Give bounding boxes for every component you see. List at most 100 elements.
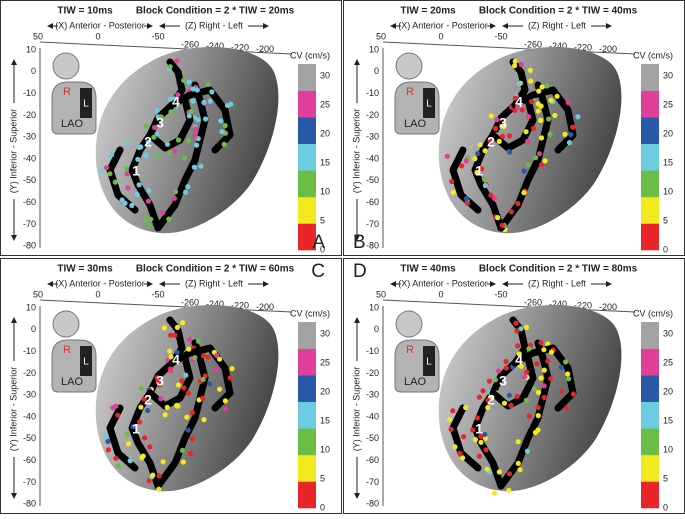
top-axis [382,299,636,313]
cv-dot [508,209,514,215]
colorbar-segment [298,348,316,376]
colorbar-title: CV (cm/s) [290,308,330,318]
tiw-label: TIW = 20ms [400,6,456,17]
colorbar-tick: 30 [320,328,330,338]
cv-dot [168,354,174,360]
cv-dot [499,222,505,228]
x-tick-label: 0 [438,31,443,41]
cv-dot [201,353,207,359]
cv-dot [518,326,524,332]
cv-dot [112,179,118,185]
cv-dot [175,137,182,143]
colorbar-tick: 10 [320,444,330,454]
colorbar-segment [641,143,659,171]
icon-left: L [83,357,89,368]
cv-dot [180,459,186,465]
colorbar-segment [298,223,316,251]
cv-dot [146,222,152,229]
cv-dot [463,158,469,164]
colorbar-segment [641,322,659,349]
heart-shell [438,305,622,492]
cv-dot [526,346,532,352]
cv-dot [179,378,185,384]
cv-dot [538,135,545,141]
icon-view: LAO [404,118,426,130]
cv-dot [528,78,534,84]
cv-dot [171,195,177,201]
y-tick-label: -70 [23,219,36,229]
icon-right: R [63,86,71,98]
x-tick-label: 50 [376,31,386,41]
cv-dot [470,427,476,433]
label-bg [523,20,591,32]
cv-dot [109,152,115,158]
colorbar-tick: 25 [320,99,330,109]
activation-line [168,86,234,154]
region-number: 4 [172,352,180,368]
cv-dot [125,441,132,447]
icon-right: R [63,344,71,356]
colorbar-segment [641,117,659,145]
colorbar-tick: 0 [320,502,325,512]
cv-dot [507,149,513,155]
cv-dot [521,190,527,196]
colorbar-segment [298,481,316,509]
colorbar-tick: 30 [663,70,673,80]
cv-dot [478,439,484,445]
cv-dot [200,376,206,382]
cv-dot [181,77,187,83]
cv-dot [527,67,533,73]
colorbar-tick: 15 [663,415,673,425]
cv-dot [222,398,228,404]
cv-dot [538,375,544,381]
panel-letter: A [312,232,325,253]
left-side [423,346,435,376]
cv-dot [463,196,469,202]
cv-dot [151,134,157,140]
colorbar-tick: 5 [663,215,668,225]
cv-dot [544,83,550,89]
x-axis-label: (X) Anterior - Posterior [55,278,145,288]
x-tick-label: -50 [151,289,164,299]
label-bg [58,278,144,290]
cv-dot [506,471,513,477]
cv-dot [115,463,121,469]
cv-dot [124,431,130,437]
cv-dot [538,117,544,123]
z-tick-label: -240 [206,299,224,309]
cv-dot [103,432,109,438]
cv-dot [154,108,160,114]
cv-dot [529,99,535,105]
cv-dot [535,413,541,419]
colorbar-segment [641,64,659,91]
z-tick-label: -220 [574,300,592,310]
cv-dot [221,141,227,147]
y-tick-label: -40 [23,153,36,163]
cv-dot [450,189,456,195]
cv-dot [186,113,192,119]
cv-dot [563,359,569,365]
cv-dot [447,416,453,422]
cv-dot [501,400,508,406]
colorbar-tick: 25 [663,357,673,367]
cv-dot [124,140,130,146]
colorbar-title: CV (cm/s) [290,50,330,60]
cv-dot [158,114,164,120]
y-tick-label: -40 [366,153,379,163]
cv-dot [155,152,161,158]
colorbar-segment [298,375,316,403]
cv-dot [98,168,105,174]
left-side [80,346,92,376]
cv-dot [448,426,454,432]
cv-dot [219,129,225,135]
z-tick-label: -260 [181,39,199,49]
label-bg [180,20,248,32]
cv-dot [535,404,541,411]
y-tick-label: -50 [366,433,379,443]
cv-dot [566,376,572,382]
cv-dot [514,393,520,399]
y-tick-label: -30 [366,132,379,142]
activation-line [146,354,194,410]
cv-dot [521,374,528,380]
icon-left: L [426,99,432,110]
